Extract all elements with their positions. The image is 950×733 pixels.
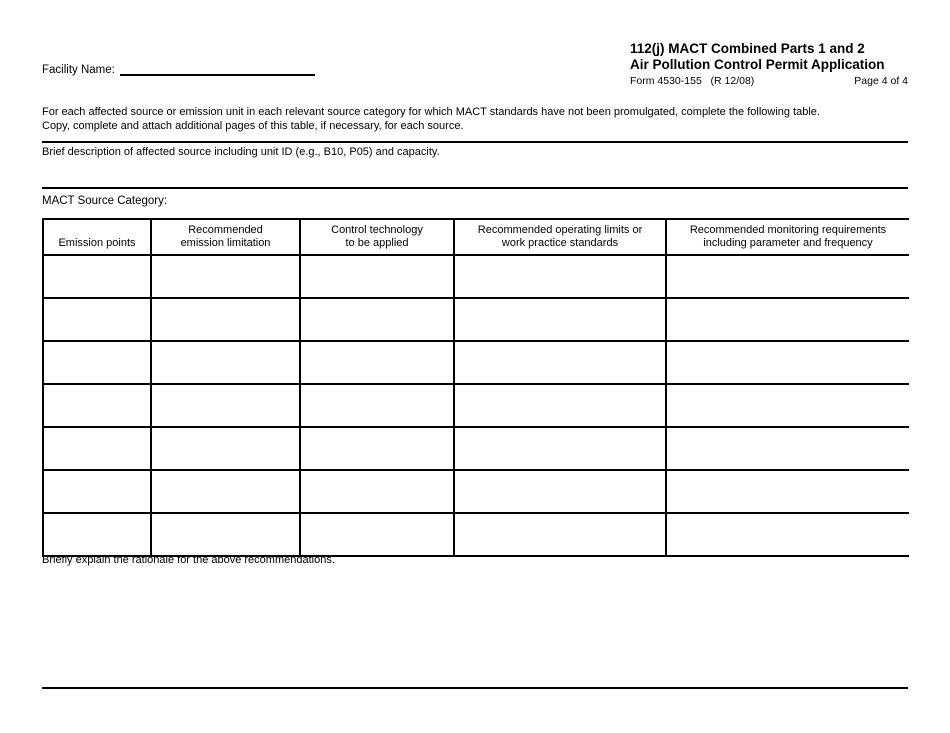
column-header-emission-points: Emission points [42, 218, 152, 256]
table-cell-control-technology-to-be-applied[interactable] [299, 297, 455, 342]
column-header-recommended-emission-limitation: Recommended emission limitation [150, 218, 301, 256]
table-cell-operating-limits-or-work-practice-standards[interactable] [453, 426, 667, 471]
mact-recommendations-table: Emission points Recommended emission limi… [42, 218, 909, 557]
table-cell-emission-points[interactable] [42, 426, 152, 471]
table-row [42, 297, 909, 342]
page-number: Page 4 of 4 [854, 75, 908, 87]
table-body [42, 254, 909, 557]
form-title-block: 112(j) MACT Combined Parts 1 and 2 Air P… [630, 41, 908, 87]
column-header-control-technology-to-be-applied: Control technology to be applied [299, 218, 455, 256]
table-cell-monitoring-requirements[interactable] [665, 512, 909, 557]
table-row [42, 512, 909, 557]
page-title-line1: 112(j) MACT Combined Parts 1 and 2 [630, 41, 865, 56]
horizontal-rule-above-category [42, 187, 908, 189]
table-cell-recommended-emission-limitation[interactable] [150, 512, 301, 557]
table-cell-control-technology-to-be-applied[interactable] [299, 340, 455, 385]
table-cell-operating-limits-or-work-practice-standards[interactable] [453, 340, 667, 385]
table-cell-operating-limits-or-work-practice-standards[interactable] [453, 297, 667, 342]
form-number: Form 4530-155 (R 12/08) [630, 75, 755, 87]
facility-name-row: Facility Name: [42, 61, 315, 76]
instructions-line1: For each affected source or emission uni… [42, 106, 820, 118]
table-cell-emission-points[interactable] [42, 297, 152, 342]
table-cell-monitoring-requirements[interactable] [665, 469, 909, 514]
mact-source-category-fill-area[interactable] [175, 193, 908, 213]
form-meta-row: Form 4530-155 (R 12/08) Page 4 of 4 [630, 75, 908, 87]
table-cell-recommended-emission-limitation[interactable] [150, 426, 301, 471]
table-cell-emission-points[interactable] [42, 340, 152, 385]
table-cell-control-technology-to-be-applied[interactable] [299, 254, 455, 299]
brief-description-fill-area[interactable] [42, 160, 908, 186]
table-cell-emission-points[interactable] [42, 469, 152, 514]
table-cell-operating-limits-or-work-practice-standards[interactable] [453, 469, 667, 514]
column-header-operating-limits-or-work-practice-standards: Recommended operating limits or work pra… [453, 218, 667, 256]
table-cell-recommended-emission-limitation[interactable] [150, 254, 301, 299]
table-cell-monitoring-requirements[interactable] [665, 297, 909, 342]
table-row [42, 340, 909, 385]
table-cell-emission-points[interactable] [42, 254, 152, 299]
table-row [42, 469, 909, 514]
table-cell-monitoring-requirements[interactable] [665, 254, 909, 299]
horizontal-rule-bottom [42, 687, 908, 689]
table-cell-monitoring-requirements[interactable] [665, 340, 909, 385]
table-header-row: Emission points Recommended emission limi… [42, 218, 909, 256]
table-cell-recommended-emission-limitation[interactable] [150, 383, 301, 428]
table-cell-monitoring-requirements[interactable] [665, 383, 909, 428]
brief-description-label: Brief description of affected source inc… [42, 146, 440, 158]
table-row [42, 254, 909, 299]
table-cell-control-technology-to-be-applied[interactable] [299, 469, 455, 514]
mact-source-category-label: MACT Source Category: [42, 195, 168, 207]
column-header-monitoring-requirements: Recommended monitoring requirements incl… [665, 218, 909, 256]
table-row [42, 426, 909, 471]
table-cell-control-technology-to-be-applied[interactable] [299, 383, 455, 428]
table-cell-operating-limits-or-work-practice-standards[interactable] [453, 512, 667, 557]
rationale-label: Briefly explain the rationale for the ab… [42, 554, 335, 566]
horizontal-rule-above-description [42, 141, 908, 143]
rationale-fill-area[interactable] [42, 570, 908, 686]
instructions-paragraph: For each affected source or emission uni… [42, 106, 932, 133]
table-cell-emission-points[interactable] [42, 383, 152, 428]
table-cell-monitoring-requirements[interactable] [665, 426, 909, 471]
table-cell-recommended-emission-limitation[interactable] [150, 469, 301, 514]
facility-name-label: Facility Name: [42, 64, 115, 76]
table-cell-operating-limits-or-work-practice-standards[interactable] [453, 383, 667, 428]
table-cell-control-technology-to-be-applied[interactable] [299, 426, 455, 471]
table-cell-recommended-emission-limitation[interactable] [150, 297, 301, 342]
table-row [42, 383, 909, 428]
table-cell-operating-limits-or-work-practice-standards[interactable] [453, 254, 667, 299]
page-title-line2: Air Pollution Control Permit Application [630, 56, 885, 72]
table-cell-recommended-emission-limitation[interactable] [150, 340, 301, 385]
instructions-line2: Copy, complete and attach additional pag… [42, 119, 464, 132]
facility-name-line[interactable] [119, 61, 315, 76]
table-cell-emission-points[interactable] [42, 512, 152, 557]
table-cell-control-technology-to-be-applied[interactable] [299, 512, 455, 557]
